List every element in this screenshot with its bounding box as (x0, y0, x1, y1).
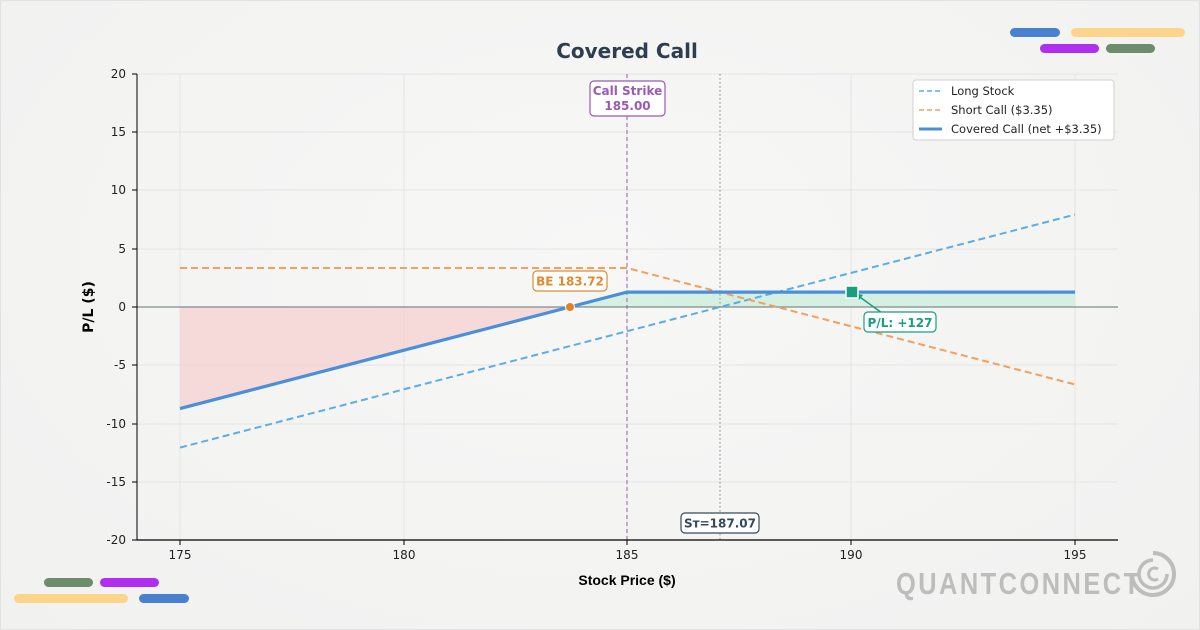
decor-pill (14, 594, 128, 603)
svg-text:15: 15 (111, 125, 126, 139)
legend: Long Stock Short Call ($3.35) Covered Ca… (912, 79, 1115, 141)
svg-text:Sт=187.07: Sт=187.07 (684, 517, 756, 531)
chart-title: Covered Call (556, 39, 698, 63)
short-call-line (180, 267, 1076, 386)
svg-text:-15: -15 (106, 475, 126, 489)
call-strike-annotation: Call Strike 185.00 (589, 80, 666, 117)
svg-text:180: 180 (393, 548, 416, 562)
svg-text:175: 175 (169, 548, 192, 562)
long-stock-line (179, 213, 1076, 449)
svg-text:185: 185 (616, 548, 639, 562)
decor-pill (1040, 44, 1099, 53)
decor-pill (139, 594, 189, 603)
svg-text:Call Strike: Call Strike (593, 84, 663, 98)
x-axis-label: Stock Price ($) (578, 572, 675, 588)
svg-text:-10: -10 (106, 417, 126, 431)
covered-call-line (179, 290, 1075, 411)
svg-text:0: 0 (118, 300, 126, 314)
y-axis-label: P/L ($) (81, 281, 97, 333)
svg-text:20: 20 (111, 67, 126, 81)
x-tick-labels: 175 180 185 190 195 (169, 540, 1087, 562)
decor-pill (1106, 44, 1155, 53)
svg-text:P/L: +127: P/L: +127 (868, 316, 933, 330)
svg-text:-20: -20 (106, 533, 126, 547)
pl-annotation: P/L: +127 (845, 285, 937, 333)
decor-pill (44, 578, 93, 587)
y-tick-labels: 20 15 10 5 0 -5 -10 -15 -20 (106, 67, 137, 547)
legend-covered-call: Covered Call (net +$3.35) (951, 122, 1102, 136)
profit-region (570, 292, 1075, 307)
quantconnect-logo-icon (1130, 551, 1176, 597)
watermark-text: QUANTCONNECT (896, 566, 1142, 601)
svg-text:BE 183.72: BE 183.72 (536, 275, 604, 289)
svg-text:10: 10 (111, 183, 126, 197)
svg-text:195: 195 (1064, 548, 1087, 562)
spot-price-annotation: Sт=187.07 (680, 512, 760, 534)
decor-pill (1071, 28, 1185, 37)
decor-pill (100, 578, 159, 587)
svg-text:190: 190 (840, 548, 863, 562)
svg-text:-5: -5 (114, 358, 126, 372)
breakeven-marker (565, 302, 575, 312)
decor-pill (1010, 28, 1060, 37)
svg-text:5: 5 (118, 242, 126, 256)
legend-short-call: Short Call ($3.35) (951, 103, 1053, 117)
breakeven-annotation: BE 183.72 (532, 270, 608, 312)
svg-text:185.00: 185.00 (604, 99, 650, 113)
legend-long-stock: Long Stock (951, 84, 1015, 98)
pl-marker (845, 285, 859, 299)
